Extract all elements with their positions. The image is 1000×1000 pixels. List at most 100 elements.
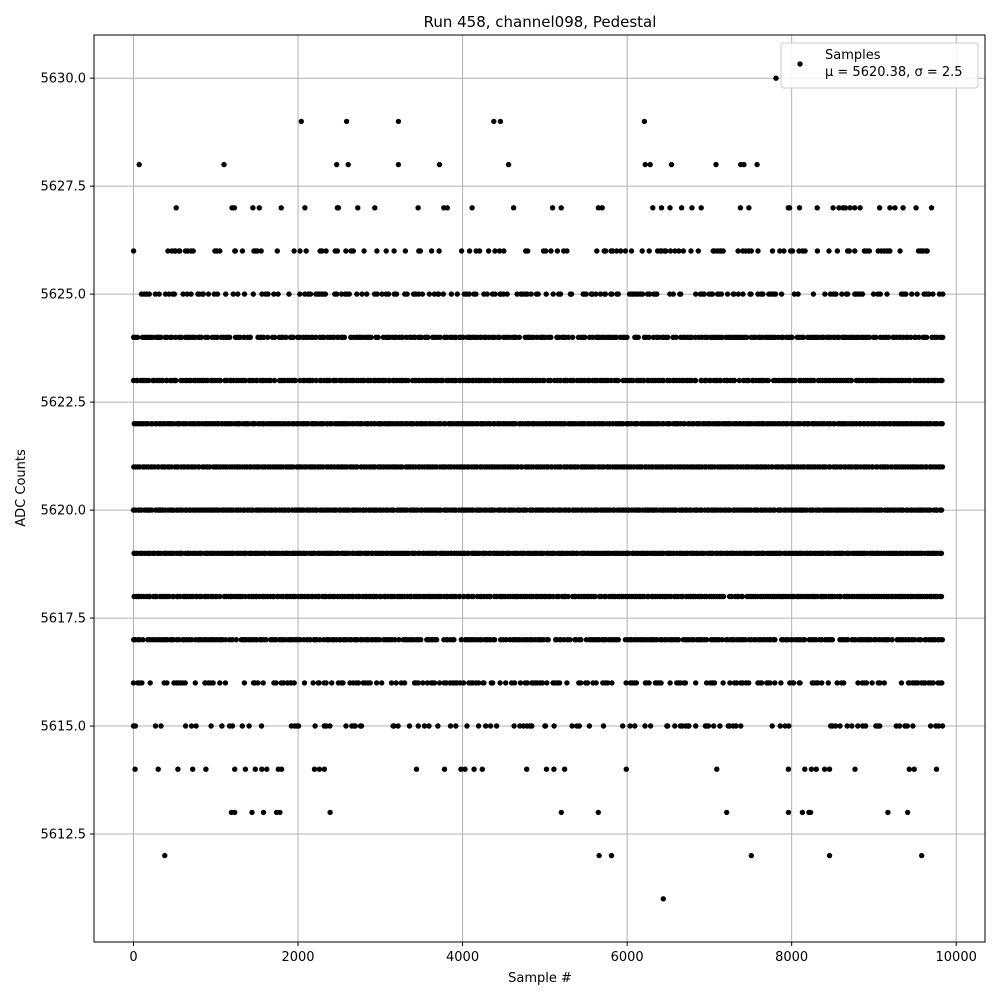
- data-point: [241, 291, 248, 297]
- legend-marker: [797, 61, 803, 67]
- data-point: [765, 377, 771, 384]
- data-point: [718, 291, 725, 297]
- data-point: [554, 248, 561, 254]
- data-point: [919, 852, 925, 859]
- data-point: [866, 334, 873, 340]
- data-point: [438, 507, 444, 513]
- data-point: [130, 680, 137, 686]
- data-point: [239, 723, 245, 729]
- data-point: [558, 205, 564, 211]
- data-point: [415, 205, 421, 211]
- data-point: [686, 723, 692, 729]
- legend-series-name: Samples: [825, 48, 881, 63]
- data-point: [193, 723, 199, 729]
- data-point: [569, 723, 575, 729]
- data-point: [620, 723, 626, 729]
- data-point: [857, 205, 863, 211]
- data-point: [297, 291, 303, 297]
- data-point: [372, 205, 378, 211]
- y-tick-label: 5630.0: [41, 72, 87, 87]
- data-point: [939, 377, 945, 384]
- data-point: [578, 680, 584, 686]
- data-point: [646, 334, 652, 340]
- data-point: [260, 680, 266, 686]
- data-point: [271, 291, 277, 297]
- data-point: [927, 723, 934, 729]
- data-point: [301, 680, 308, 686]
- data-point: [892, 205, 898, 211]
- data-point: [361, 248, 367, 254]
- data-point: [744, 334, 750, 340]
- data-point: [711, 723, 717, 729]
- data-point: [406, 723, 413, 729]
- data-point: [205, 334, 211, 340]
- data-point: [319, 248, 325, 254]
- data-point: [735, 248, 741, 254]
- data-point: [258, 723, 265, 729]
- data-point: [720, 248, 726, 254]
- data-point: [550, 291, 556, 297]
- data-point: [149, 507, 155, 513]
- data-point: [426, 291, 433, 297]
- data-point: [834, 680, 840, 686]
- data-point: [845, 637, 851, 643]
- data-point: [928, 205, 935, 211]
- data-point: [295, 723, 302, 729]
- data-point: [510, 205, 517, 211]
- data-point: [321, 334, 327, 340]
- data-point: [278, 766, 285, 772]
- data-point: [668, 161, 675, 168]
- data-point: [660, 896, 666, 902]
- data-point: [736, 377, 742, 384]
- data-point: [278, 205, 284, 211]
- data-point: [608, 852, 615, 859]
- data-point: [221, 161, 227, 168]
- data-point: [335, 205, 342, 211]
- data-point: [503, 680, 509, 686]
- data-point: [473, 291, 479, 297]
- x-tick-label: 8000: [775, 950, 808, 965]
- data-point: [237, 334, 243, 340]
- data-point: [469, 205, 475, 211]
- data-point: [693, 680, 699, 686]
- data-point: [641, 377, 647, 384]
- data-point: [719, 637, 725, 643]
- y-tick-label: 5625.0: [41, 288, 87, 303]
- data-point: [479, 766, 485, 772]
- data-point: [338, 291, 345, 297]
- data-point: [676, 248, 682, 254]
- data-point: [227, 334, 233, 340]
- data-point: [535, 291, 541, 297]
- data-point: [345, 161, 351, 168]
- data-point: [609, 291, 615, 297]
- data-point: [460, 334, 466, 340]
- data-point: [258, 248, 264, 254]
- data-point: [413, 766, 420, 772]
- data-point: [444, 205, 450, 211]
- data-point: [771, 507, 778, 513]
- data-point: [307, 291, 314, 297]
- data-point: [701, 291, 707, 297]
- data-point: [758, 680, 765, 686]
- data-point: [933, 766, 940, 772]
- data-point: [395, 161, 402, 168]
- data-point: [316, 766, 323, 772]
- data-point: [881, 680, 887, 686]
- data-point: [844, 291, 851, 297]
- data-point: [395, 723, 401, 729]
- data-point: [628, 248, 635, 254]
- data-point: [838, 593, 844, 600]
- data-point: [855, 680, 861, 686]
- data-point: [281, 680, 287, 686]
- data-point: [329, 680, 335, 686]
- data-point: [635, 334, 641, 340]
- data-point: [334, 291, 340, 297]
- data-point: [646, 680, 652, 686]
- data-point: [208, 723, 214, 729]
- data-point: [375, 334, 381, 340]
- data-point: [379, 291, 385, 297]
- data-point: [773, 75, 779, 81]
- data-point: [938, 593, 945, 600]
- data-point: [355, 205, 361, 211]
- x-tick-label: 10000: [936, 950, 977, 965]
